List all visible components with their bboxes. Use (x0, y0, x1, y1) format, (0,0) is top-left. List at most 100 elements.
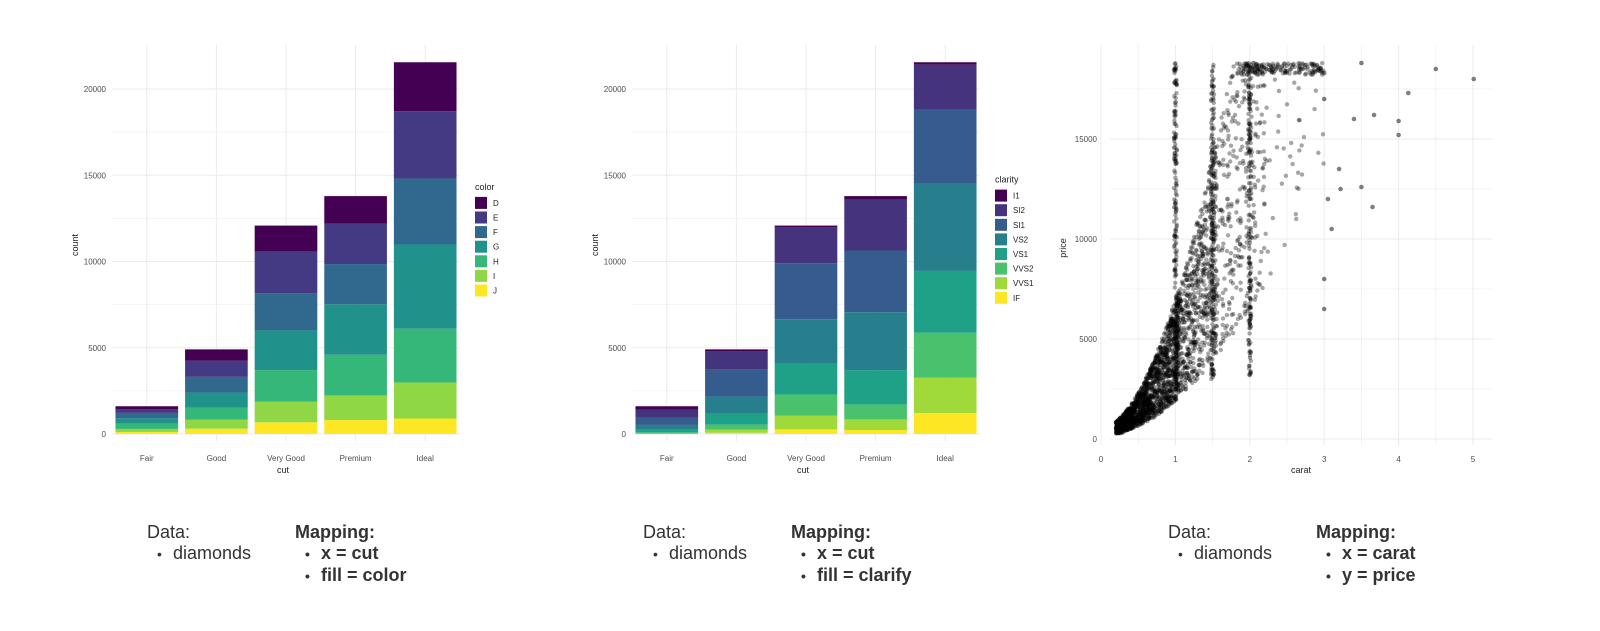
scatter-point (1264, 105, 1269, 110)
scatter-point (1169, 400, 1174, 406)
scatter-point (1247, 260, 1252, 265)
scatter-point (1174, 352, 1179, 357)
scatter-point (1118, 424, 1123, 429)
scatter-point (1114, 423, 1120, 428)
legend-key (995, 248, 1007, 260)
scatter-point (1147, 371, 1152, 377)
scatter-point (1201, 267, 1206, 273)
scatter-point (1175, 347, 1180, 352)
scatter-point (1247, 148, 1252, 153)
scatter-point (1158, 354, 1163, 359)
scatter-point (1143, 387, 1148, 393)
scatter-point (1242, 186, 1247, 191)
scatter-point (1211, 289, 1217, 294)
scatter-point (1174, 316, 1180, 322)
scatter-point (1144, 385, 1149, 390)
scatter-point (1285, 61, 1291, 66)
scatter-point (1123, 412, 1128, 417)
scatter-point (1160, 345, 1166, 351)
scatter-point (1218, 218, 1223, 223)
scatter-point (1174, 361, 1180, 367)
scatter-point (1134, 421, 1140, 427)
scatter-point (1247, 304, 1253, 310)
scatter-point (1116, 417, 1121, 422)
scatter-point (1134, 414, 1139, 420)
scatter-point (1144, 380, 1150, 385)
scatter-point (1161, 345, 1166, 350)
scatter-point (1151, 374, 1157, 380)
scatter-point (1214, 269, 1219, 274)
scatter-point (1209, 279, 1215, 284)
scatter-point (1172, 100, 1178, 106)
scatter-point (1197, 241, 1203, 247)
scatter-point (1213, 335, 1218, 341)
x-tick-label: 4 (1396, 455, 1401, 464)
scatter-point (1278, 68, 1283, 73)
scatter-point (1220, 209, 1225, 214)
scatter-point (1209, 220, 1215, 226)
bar-segment (185, 407, 248, 420)
scatter-point (1187, 311, 1192, 317)
scatter-point (1136, 390, 1141, 395)
scatter-point (1123, 417, 1128, 422)
scatter-point (1203, 228, 1209, 233)
scatter-point (1167, 347, 1172, 353)
scatter-point (1156, 356, 1161, 361)
scatter-point (1172, 80, 1177, 86)
scatter-point (1308, 72, 1314, 77)
scatter-point (1189, 370, 1195, 375)
scatter-point (1155, 353, 1160, 359)
scatter-point (1166, 390, 1171, 395)
scatter-point (1176, 351, 1181, 357)
scatter-point (1168, 373, 1173, 378)
scatter-point (1246, 175, 1251, 180)
scatter-point (1151, 406, 1156, 411)
scatter-point (1197, 224, 1203, 230)
scatter-point (1172, 68, 1178, 74)
scatter-point (1151, 388, 1157, 393)
scatter-point (1184, 277, 1190, 282)
scatter-point (1155, 389, 1160, 395)
scatter-point (1119, 423, 1124, 428)
scatter-point (1155, 408, 1161, 413)
scatter-point (1174, 303, 1179, 308)
scatter-point (1230, 330, 1236, 336)
scatter-point (1176, 334, 1181, 339)
scatter-point (1164, 345, 1169, 351)
scatter-point (1292, 70, 1297, 76)
bar-segment (635, 409, 699, 418)
scatter-point (1213, 332, 1219, 337)
scatter-point (1172, 341, 1177, 346)
scatter-point (1204, 294, 1210, 299)
scatter-point (1167, 394, 1172, 399)
scatter-point (1115, 430, 1121, 435)
scatter-point (1152, 361, 1157, 366)
scatter-point (1247, 261, 1252, 266)
scatter-point (1240, 78, 1245, 83)
scatter-point (1174, 376, 1179, 381)
scatter-point (1213, 258, 1218, 263)
scatter-point (1175, 366, 1181, 371)
scatter-point (1211, 273, 1216, 279)
scatter-point (1147, 369, 1153, 375)
scatter-point (1248, 278, 1254, 283)
scatter-point (1171, 368, 1176, 374)
scatter-point (1173, 198, 1178, 204)
scatter-point (1174, 367, 1179, 372)
scatter-point (1140, 421, 1145, 426)
scatter-point (1433, 66, 1439, 72)
x-tick-label: Fair (140, 454, 154, 463)
bar-segment (705, 396, 768, 414)
scatter-point (1239, 243, 1244, 248)
scatter-point (1160, 367, 1165, 373)
bar-segment (844, 250, 907, 313)
scatter-point (1257, 63, 1262, 68)
scatter-point (1152, 408, 1158, 414)
scatter-point (1248, 317, 1253, 322)
scatter-point (1169, 387, 1175, 392)
scatter-point (1114, 421, 1119, 426)
scatter-point (1156, 357, 1161, 362)
scatter-point (1174, 370, 1180, 375)
scatter-point (1269, 70, 1275, 75)
scatter-point (1168, 324, 1174, 329)
